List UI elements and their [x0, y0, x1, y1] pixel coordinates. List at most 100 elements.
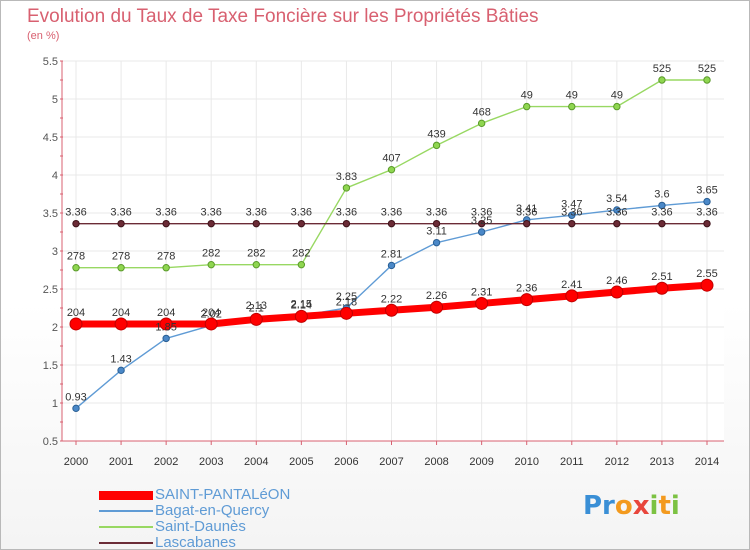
data-label: 204 [202, 307, 220, 319]
y-tick-label: 3 [52, 246, 58, 258]
x-tick-label: 2004 [244, 456, 268, 468]
data-label: 49 [611, 90, 623, 102]
data-label: 3.36 [426, 207, 447, 219]
x-tick-label: 2002 [154, 456, 178, 468]
legend-label: Saint-Daunès [155, 518, 246, 535]
data-label: 0.93 [65, 391, 86, 403]
data-point [523, 102, 531, 111]
data-label: 3.65 [696, 185, 717, 197]
data-point [385, 303, 398, 317]
series-saint-daunes [72, 76, 711, 272]
data-point [117, 219, 125, 228]
data-point [159, 317, 173, 331]
legend-swatch-bagat [99, 510, 153, 512]
data-point [72, 404, 80, 413]
data-label: 525 [698, 63, 716, 75]
data-label: 525 [653, 63, 671, 75]
data-label: 2.1 [249, 302, 264, 314]
y-tick-label: 3.5 [43, 208, 58, 220]
data-point [72, 264, 80, 272]
data-point [703, 197, 711, 206]
data-label: 2.55 [696, 268, 717, 280]
data-point [72, 219, 80, 228]
data-point [523, 219, 531, 228]
data-label: 3.54 [606, 193, 627, 205]
data-point [477, 228, 486, 236]
legend-swatch-lascabanes [99, 542, 153, 544]
data-point [703, 76, 711, 84]
x-tick-label: 2012 [605, 456, 629, 468]
data-label: 3.47 [561, 198, 582, 210]
y-tick-label: 2.5 [43, 284, 58, 296]
data-label: 3.36 [561, 207, 582, 219]
data-label: 282 [292, 248, 310, 260]
data-label: 407 [382, 153, 400, 165]
data-label: 2.02 [201, 308, 222, 320]
logo-part: i [649, 491, 659, 521]
data-label: 3.36 [291, 207, 312, 219]
series-lascabanes [72, 219, 711, 228]
legend-item-lascabanes[interactable]: Lascabanes [99, 534, 359, 549]
legend-item-saint-daunes[interactable]: Saint-Daunès [99, 518, 359, 535]
logo-part: x [632, 491, 650, 521]
data-point [252, 260, 260, 269]
data-point [204, 317, 218, 331]
data-label: 468 [472, 106, 490, 118]
data-point [477, 219, 486, 228]
logo-part: Pr [583, 491, 615, 521]
x-tick-label: 2008 [424, 456, 448, 468]
data-point [703, 219, 711, 228]
data-label: 3.36 [606, 207, 627, 219]
data-label: 282 [202, 248, 220, 260]
x-tick-label: 2005 [289, 456, 313, 468]
data-label: 3.6 [654, 188, 669, 200]
data-label: 204 [112, 307, 130, 319]
data-label: 2.46 [606, 275, 627, 287]
data-point [297, 260, 306, 269]
data-point [117, 366, 125, 375]
data-point [342, 184, 351, 192]
data-point [432, 141, 441, 150]
x-tick-label: 2009 [469, 456, 493, 468]
data-label: 3.36 [651, 207, 672, 219]
data-label: 1.85 [155, 321, 176, 333]
series-saint-pantaleon [69, 278, 714, 331]
legend-label: Bagat-en-Quercy [155, 502, 270, 519]
data-label: 2.18 [336, 296, 357, 308]
legend-swatch-saint-pantaleon [99, 491, 153, 500]
data-point [339, 306, 353, 320]
legend-item-saint-pantaleon[interactable]: SAINT-PANTALéON [99, 486, 359, 503]
data-point [613, 102, 621, 111]
data-label: 3.83 [336, 171, 357, 183]
data-point [252, 219, 260, 228]
data-label: 3.36 [65, 207, 86, 219]
chart-subtitle: (en %) [27, 30, 60, 42]
data-point [432, 238, 441, 247]
data-label: 2.13 [246, 300, 267, 312]
legend: SAINT-PANTALéON Bagat-en-Quercy Saint-Da… [99, 486, 359, 549]
x-tick-label: 2011 [560, 456, 584, 468]
data-label: 3.36 [471, 207, 492, 219]
data-label: 49 [521, 90, 533, 102]
legend-label: SAINT-PANTALéON [155, 486, 291, 503]
data-point [294, 309, 308, 323]
data-label: 2.15 [291, 299, 312, 311]
data-label: 3.36 [696, 207, 717, 219]
legend-item-bagat[interactable]: Bagat-en-Quercy [99, 502, 359, 519]
data-point [207, 219, 215, 228]
data-point [162, 334, 170, 343]
data-label: 2.51 [651, 271, 672, 283]
y-tick-label: 4 [52, 170, 58, 182]
data-point [613, 206, 621, 214]
data-point [568, 102, 576, 111]
data-label: 204 [67, 307, 85, 319]
data-point [162, 264, 170, 272]
proxiti-logo: Proxiti [583, 491, 680, 521]
data-label: 3.36 [155, 207, 176, 219]
data-point [477, 119, 486, 128]
data-label: 204 [157, 307, 175, 319]
legend-swatch-saint-daunes [99, 526, 153, 528]
y-tick-label: 4.5 [43, 132, 58, 144]
data-point [568, 211, 576, 219]
